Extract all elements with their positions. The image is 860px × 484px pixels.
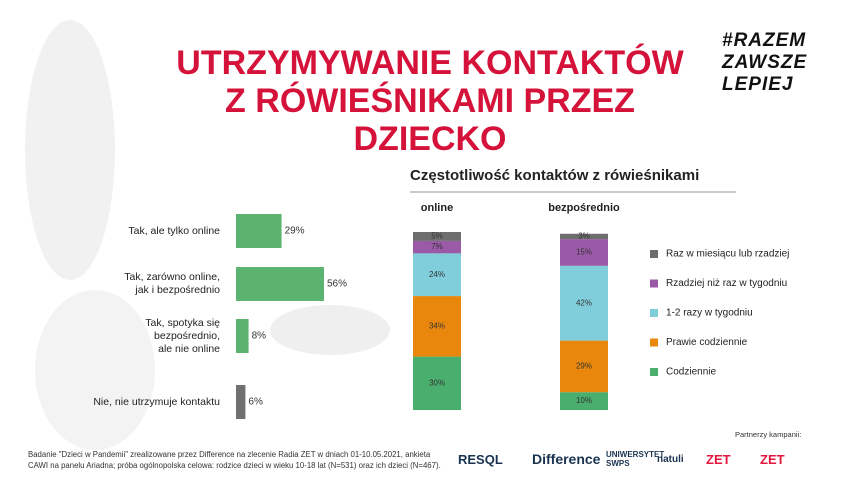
value-label: 7% xyxy=(431,242,443,251)
bar xyxy=(236,319,249,353)
value-label: 10% xyxy=(576,396,592,405)
partner-logo: Difference xyxy=(532,451,601,467)
legend-swatch xyxy=(650,368,658,376)
bar xyxy=(236,214,282,248)
partner-logo: natuli xyxy=(657,454,684,465)
category-label: Nie, nie utrzymuje kontaktu xyxy=(93,395,220,408)
silhouette xyxy=(35,290,155,450)
shadow xyxy=(270,305,390,355)
category-label: online xyxy=(421,202,453,214)
value-label: 34% xyxy=(429,321,445,330)
legend-swatch xyxy=(650,279,658,288)
category-label: Tak, spotyka się bezpośrednio, ale nie o… xyxy=(145,316,220,355)
legend-label: Raz w miesiącu lub rzadziej xyxy=(666,249,789,260)
legend-label: Prawie codziennie xyxy=(666,337,748,348)
segment xyxy=(413,253,461,297)
title: UTRZYMYWANIE KONTAKTÓW Z RÓWIEŚNIKAMI PR… xyxy=(176,44,684,158)
bar xyxy=(236,385,246,419)
segment xyxy=(560,239,608,266)
segment xyxy=(413,232,461,241)
segment xyxy=(560,340,608,393)
legend-swatch xyxy=(650,338,658,347)
legend-swatch xyxy=(650,250,658,258)
value-label: 56% xyxy=(327,279,347,290)
partner-logo: ZET xyxy=(760,452,785,467)
value-label: 42% xyxy=(576,298,592,307)
partner-logo: ZET xyxy=(706,452,731,467)
bar xyxy=(236,267,324,301)
segment xyxy=(413,240,461,254)
segment xyxy=(560,233,608,240)
segment xyxy=(413,296,461,357)
value-label: 24% xyxy=(429,270,445,279)
legend-label: Codziennie xyxy=(666,367,716,378)
value-label: 15% xyxy=(576,248,592,257)
value-label: 30% xyxy=(429,378,445,387)
segment xyxy=(560,265,608,341)
value-label: 6% xyxy=(248,397,263,408)
segment xyxy=(413,356,461,410)
value-label: 29% xyxy=(576,361,592,370)
legend-label: Rzadziej niż raz w tygodniu xyxy=(666,278,787,289)
category-label: Tak, zarówno online, jak i bezpośrednio xyxy=(124,271,220,296)
value-label: 3% xyxy=(578,232,590,241)
legend-label: 1-2 razy w tygodniu xyxy=(666,308,753,319)
partner-logo: UNIWERSYTET SWPS xyxy=(606,450,665,468)
partner-logo: RESQL xyxy=(458,452,503,467)
category-label: Tak, ale tylko online xyxy=(128,224,220,237)
value-label: 5% xyxy=(431,232,443,241)
hashtag: #RAZEM ZAWSZE LEPIEJ xyxy=(722,30,808,95)
value-label: 8% xyxy=(252,331,267,342)
footnote: Badanie "Dzieci w Pandemii" zrealizowane… xyxy=(28,450,441,470)
legend-swatch xyxy=(650,309,658,317)
partners-label: Partnerzy kampanii: xyxy=(735,430,802,439)
silhouette xyxy=(25,20,115,280)
chart-title: Częstotliwość kontaktów z rówieśnikami xyxy=(410,167,699,184)
segment xyxy=(560,392,608,410)
category-label: bezpośrednio xyxy=(548,202,620,214)
value-label: 29% xyxy=(285,226,305,237)
